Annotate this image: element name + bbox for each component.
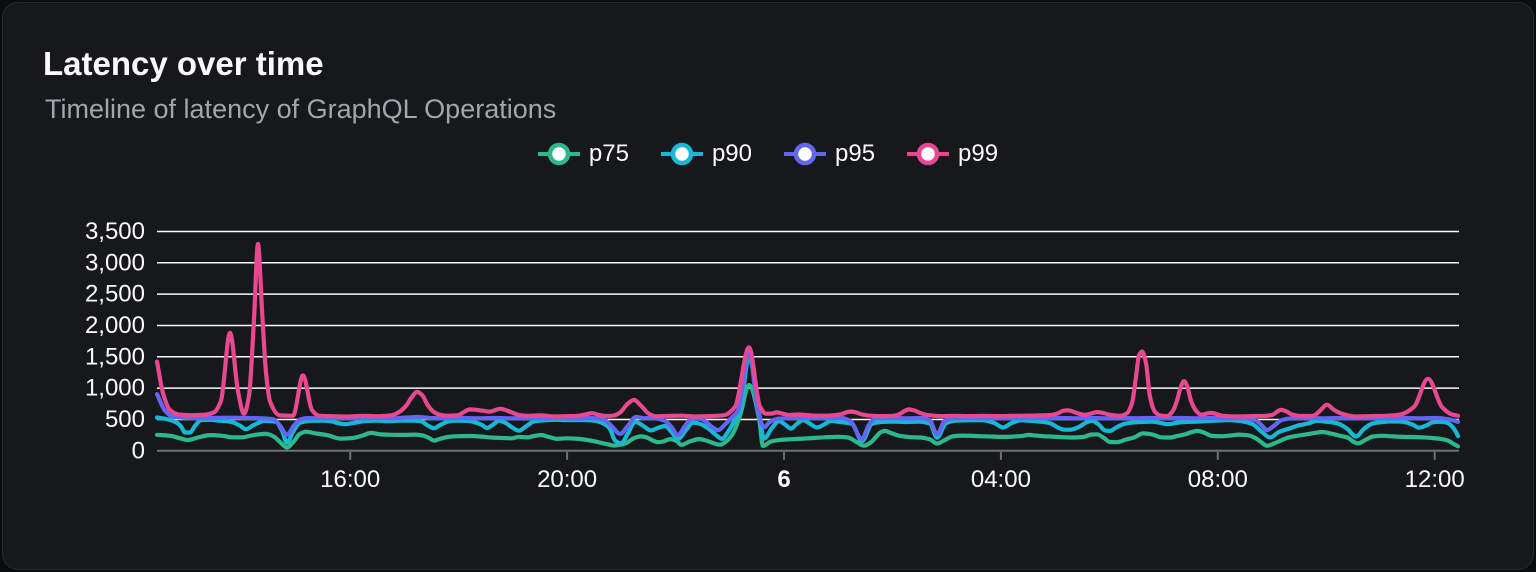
- svg-text:1,000: 1,000: [85, 375, 145, 402]
- svg-text:3,000: 3,000: [85, 249, 145, 276]
- svg-text:04:00: 04:00: [971, 466, 1031, 493]
- svg-text:2,500: 2,500: [85, 281, 145, 308]
- svg-text:16:00: 16:00: [320, 466, 380, 493]
- svg-text:6: 6: [777, 466, 790, 493]
- svg-text:20:00: 20:00: [537, 466, 597, 493]
- svg-text:2,000: 2,000: [85, 312, 145, 339]
- svg-text:1,500: 1,500: [85, 343, 145, 370]
- svg-text:500: 500: [105, 406, 145, 433]
- svg-text:12:00: 12:00: [1405, 466, 1465, 493]
- svg-text:3,500: 3,500: [85, 218, 145, 245]
- svg-text:08:00: 08:00: [1188, 466, 1248, 493]
- svg-text:0: 0: [132, 437, 145, 464]
